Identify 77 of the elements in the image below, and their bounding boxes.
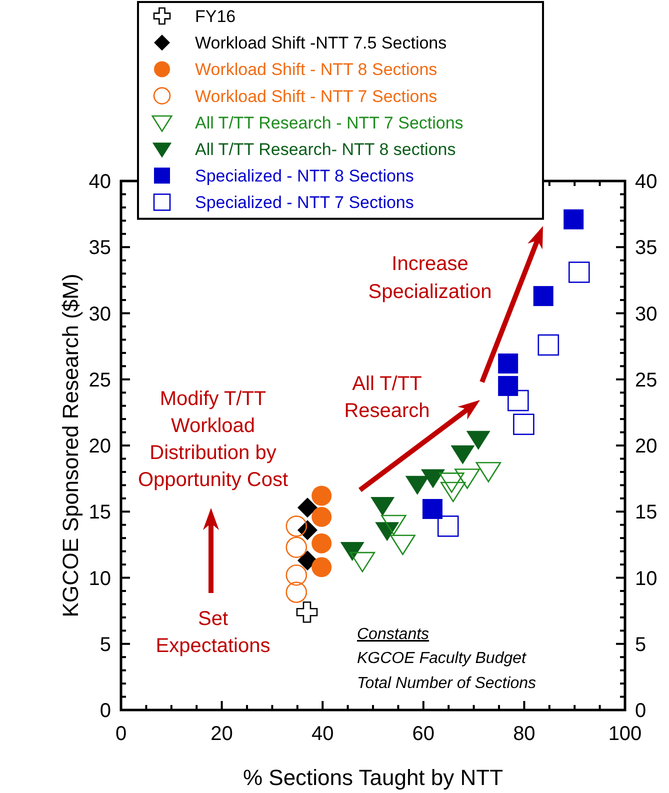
point: [564, 209, 584, 230]
x-tick-label: 80: [513, 723, 536, 745]
y-tick-label: 20: [88, 436, 111, 458]
x-axis-title: % Sections Taught by NTT: [242, 765, 504, 790]
annotation: All T/TT Research: [344, 373, 430, 422]
point: [390, 534, 416, 556]
legend-label: Workload Shift - NTT 7 Sections: [195, 86, 438, 106]
point: [533, 286, 554, 306]
point: [498, 354, 518, 374]
y-tick-label: 15: [88, 502, 111, 524]
annotation: Constants: [357, 626, 430, 643]
annotation: Modify T/TT Workload Distribution by Opportunity Cost: [138, 388, 288, 491]
legend-label: Specialized - NTT 8 Sections: [195, 166, 414, 186]
point: [297, 498, 318, 518]
point: [538, 334, 560, 356]
point: [286, 536, 308, 558]
point: [466, 430, 490, 450]
y2-tick-label: 0: [635, 700, 646, 722]
x-tick-label: 20: [210, 723, 233, 745]
y2-tick-label: 5: [635, 634, 646, 656]
y-tick-label: 10: [88, 568, 111, 590]
point: [454, 468, 480, 489]
y-axis-title: KGCOE Sponsored Research ($M): [58, 274, 83, 618]
y2-tick-label: 35: [635, 237, 658, 260]
point: [286, 516, 308, 537]
point: [312, 486, 332, 506]
x-tick-label: 40: [311, 723, 334, 745]
legend-label: Workload Shift - NTT 8 Sections: [195, 60, 438, 80]
x-tick-label: 0: [115, 723, 127, 745]
point: [296, 601, 318, 623]
point: [297, 550, 318, 571]
point: [381, 514, 406, 536]
x-tick-label: 60: [412, 723, 435, 745]
legend-label: All T/TT Research - NTT 7 Sections: [195, 113, 464, 132]
point: [312, 557, 332, 578]
point: [422, 498, 442, 519]
y2-tick-label: 40: [635, 171, 658, 193]
point: [340, 542, 364, 561]
y2-tick-label: 25: [635, 369, 658, 392]
point: [420, 469, 445, 488]
point: [437, 516, 459, 537]
point: [508, 390, 529, 412]
y2-tick-label: 10: [635, 568, 658, 590]
legend-label: Specialized - NTT 7 Sections: [195, 193, 414, 212]
point: [312, 506, 332, 527]
annotation: KGCOE Faculty Budget: [357, 650, 527, 667]
point: [370, 497, 395, 516]
y-tick-label: 40: [88, 171, 111, 193]
legend-label: All T/TT Research- NTT 8 sections: [195, 140, 456, 159]
x-tick-label: 100: [608, 723, 642, 745]
y-tick-label: 25: [88, 369, 111, 392]
y-tick-label: 5: [100, 634, 111, 656]
point: [450, 445, 475, 464]
annotation: Increase Specialization: [368, 253, 492, 303]
point: [568, 262, 590, 283]
point: [476, 462, 502, 482]
point: [312, 533, 332, 554]
point: [286, 564, 308, 586]
annotation: Total Number of Sections: [357, 675, 536, 692]
point: [438, 472, 464, 493]
y2-tick-label: 30: [635, 303, 658, 326]
point: [498, 376, 518, 396]
y-tick-label: 30: [88, 303, 111, 326]
point: [375, 522, 400, 542]
y-tick-label: 35: [88, 237, 111, 260]
annotation: Set Expectations: [156, 608, 270, 657]
y2-tick-label: 20: [635, 436, 658, 458]
y-tick-label: 0: [100, 700, 111, 722]
legend-label: Workload Shift -NTT 7.5 Sections: [195, 34, 447, 53]
y2-tick-label: 15: [635, 502, 658, 524]
point: [513, 414, 534, 435]
point: [297, 520, 318, 540]
point: [440, 482, 466, 502]
point: [286, 582, 308, 603]
point: [350, 552, 376, 572]
point: [405, 476, 430, 495]
legend-label: FY16: [195, 7, 236, 26]
